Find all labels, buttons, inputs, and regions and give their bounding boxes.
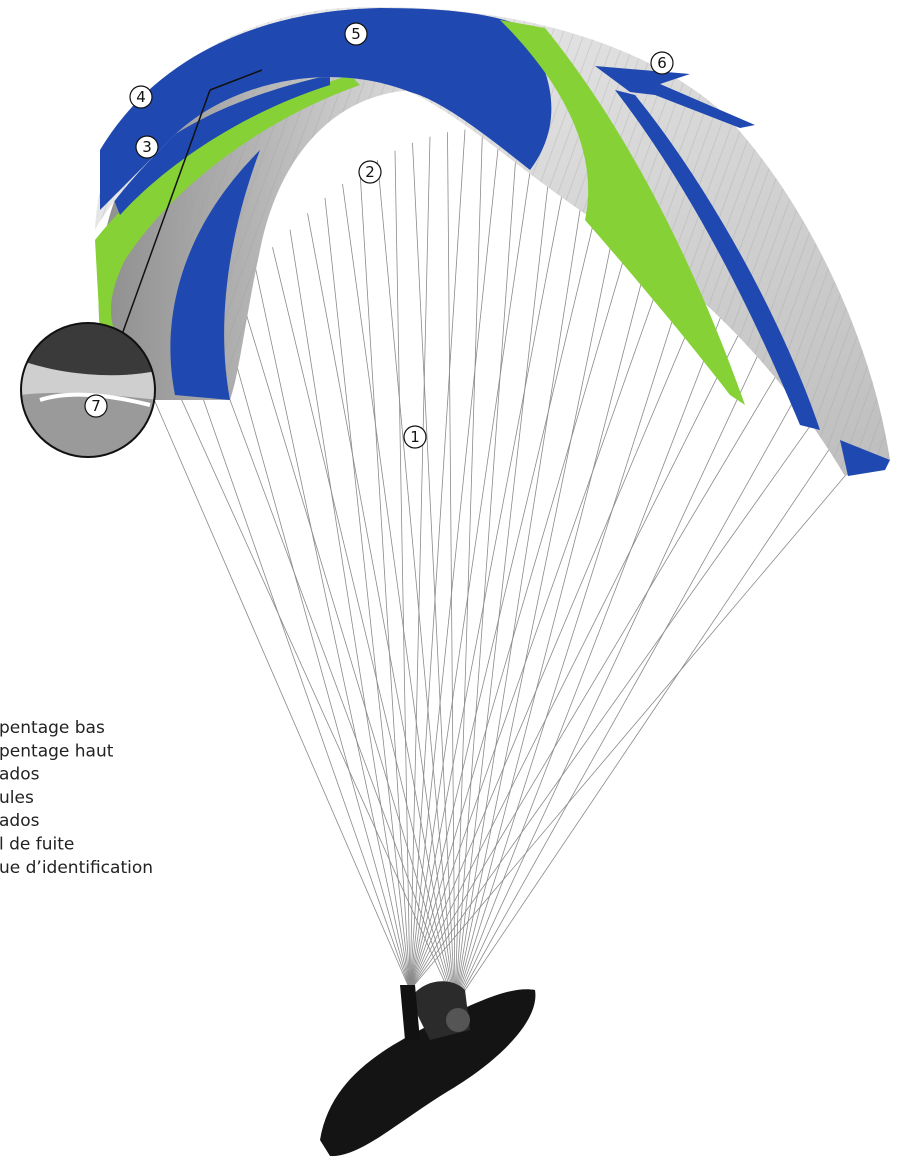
callout-number: 4 xyxy=(136,88,146,106)
suspension-line xyxy=(325,198,410,990)
callout-number: 5 xyxy=(351,25,361,43)
suspension-line xyxy=(410,278,710,990)
pilot xyxy=(320,981,535,1156)
legend-item: pentage haut xyxy=(0,741,114,761)
suspension-line xyxy=(410,137,430,990)
suspension-line xyxy=(410,203,640,990)
callout-number: 6 xyxy=(657,54,667,72)
suspension-line xyxy=(455,345,763,1005)
callout-number: 1 xyxy=(410,428,420,446)
suspension-line xyxy=(255,266,410,990)
callout-number: 7 xyxy=(91,397,101,415)
suspension-line xyxy=(378,160,456,1005)
legend-item: ules xyxy=(0,788,34,808)
callout-number: 2 xyxy=(365,163,375,181)
suspension-line xyxy=(455,220,658,1005)
suspension-line xyxy=(273,247,456,1005)
legend-item: pentage bas xyxy=(0,718,105,738)
suspension-line xyxy=(410,138,535,990)
callout-number: 3 xyxy=(142,138,152,156)
suspension-line xyxy=(410,322,745,990)
suspension-line xyxy=(220,305,410,990)
suspension-line xyxy=(410,470,850,990)
suspension-line xyxy=(455,257,693,1005)
legend-item: l de fuite xyxy=(0,835,74,855)
page: 1 2 3 4 5 6 7 pentage bas pentage haut ados ules a… xyxy=(0,0,906,1158)
legend-item: ue d’identification xyxy=(0,858,153,878)
suspension-line xyxy=(410,175,605,990)
legend-item: ados xyxy=(0,811,40,831)
suspension-line xyxy=(455,188,623,1005)
suspension-line xyxy=(455,163,588,1005)
legend: pentage bas pentage haut ados ules ados l de … xyxy=(0,718,153,878)
legend-item: ados xyxy=(0,765,40,785)
suspension-line xyxy=(455,444,833,1005)
paraglider-illustration: 1 2 3 4 5 6 7 pentage bas pentage haut ados ules a… xyxy=(0,0,906,1158)
suspension-line xyxy=(150,390,410,990)
suspension-line xyxy=(455,144,553,1005)
